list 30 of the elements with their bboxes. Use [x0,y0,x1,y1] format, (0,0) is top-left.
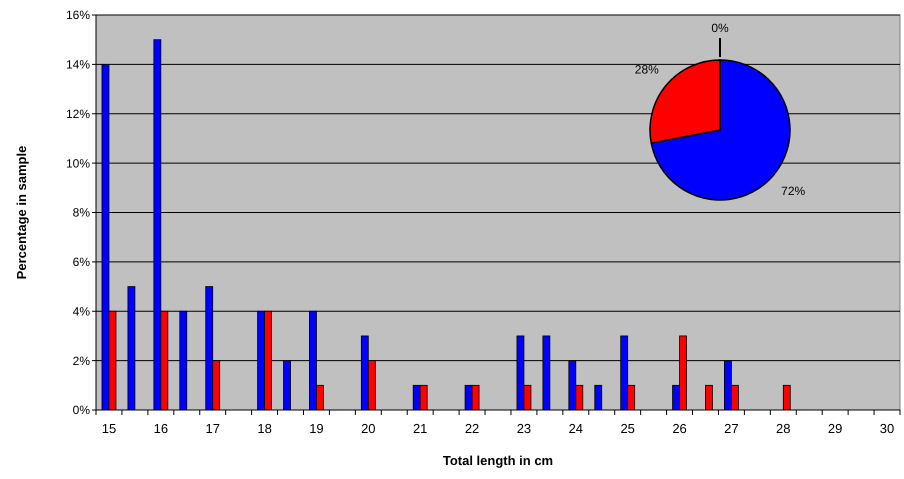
y-tick-label: 12% [66,106,90,121]
x-tick-label: 30 [880,421,894,436]
data-label: 28% [634,62,660,77]
x-tick-label: 19 [309,421,324,436]
y-tick-label: 0% [72,403,90,418]
y-tick-label: 16% [66,8,90,22]
x-tick-label: 23 [516,421,532,436]
y-tick-label: 2% [72,354,90,368]
text: 0% [711,21,729,36]
x-tick-label: 21 [412,421,428,436]
x-tick-label: 18 [257,421,272,436]
y-tick-label: 6% [72,255,90,270]
y-tick-label: 8% [72,206,90,220]
x-tick-label: 28 [776,421,791,436]
y-tick-label: 14% [66,58,90,72]
y-tick-label: 4% [72,304,90,318]
x-tick-label: 22 [464,421,480,436]
x-tick-label: 27 [724,421,739,436]
x-axis-title: Total length in cm [442,453,554,468]
x-tick-label: 24 [568,421,584,436]
data-label: 72% [781,184,806,198]
x-tick-label: 26 [672,421,687,436]
y-tick-label: 10% [66,156,90,170]
x-tick-label: 29 [828,421,842,436]
x-tick-label: 15 [102,421,116,436]
x-tick-label: 17 [205,421,220,436]
x-tick-label: 25 [620,421,635,436]
x-tick-label: 16 [154,421,168,436]
y-axis-title: Percentage in sample [14,146,29,280]
x-tick-label: 20 [361,421,376,436]
